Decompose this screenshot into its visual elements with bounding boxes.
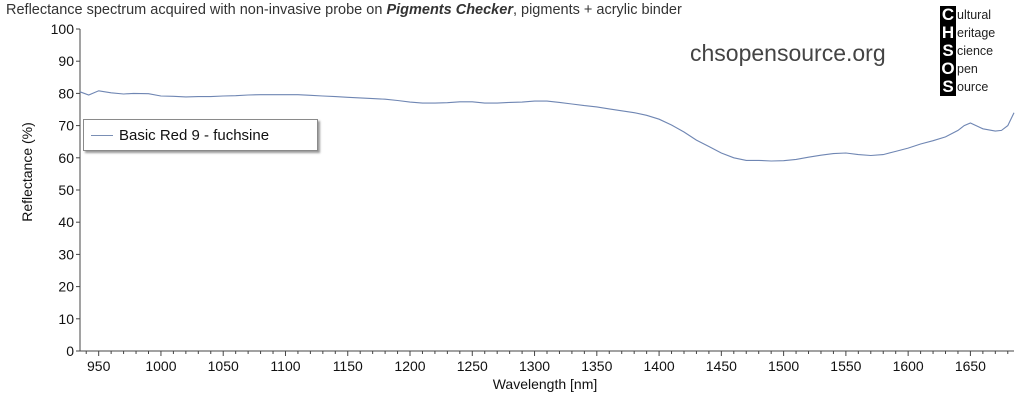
x-tick-label: 1000 bbox=[145, 358, 176, 374]
y-axis-label: Reflectance (%) bbox=[19, 122, 35, 222]
y-tick-label: 80 bbox=[58, 85, 74, 101]
x-axis-label: Wavelength [nm] bbox=[493, 376, 598, 392]
x-tick-label: 1600 bbox=[893, 358, 924, 374]
y-tick-label: 90 bbox=[58, 53, 74, 69]
y-tick-label: 0 bbox=[66, 343, 74, 359]
y-axis-ticks: 0 10 20 30 40 50 60 70 80 90 100 bbox=[51, 21, 80, 359]
y-tick-label: 50 bbox=[58, 182, 74, 198]
x-tick-label: 1500 bbox=[768, 358, 799, 374]
x-tick-label: 1350 bbox=[581, 358, 612, 374]
logo-letter: C bbox=[940, 5, 956, 24]
x-tick-label: 1150 bbox=[333, 358, 363, 374]
watermark-text: chsopensource.org bbox=[690, 40, 886, 66]
x-tick-label: 1250 bbox=[457, 358, 488, 374]
x-tick-label: 1450 bbox=[706, 358, 737, 374]
logo-word: ource bbox=[957, 80, 989, 94]
x-tick-label: 1300 bbox=[519, 358, 550, 374]
logo-letter: S bbox=[940, 42, 956, 60]
chart-title-emphasis: Pigments Checker bbox=[386, 2, 513, 18]
logo-word: ultural bbox=[957, 8, 992, 22]
x-tick-label: 1400 bbox=[644, 358, 675, 374]
x-axis-ticks: 950 1000 1050 1100 1150 1200 1250 1300 1350 1400 1… bbox=[85, 351, 1009, 374]
logo-word: pen bbox=[957, 62, 978, 76]
logo-letter: O bbox=[940, 59, 956, 78]
series-line bbox=[79, 90, 1015, 162]
y-tick-label: 60 bbox=[58, 150, 74, 166]
y-tick-label: 100 bbox=[51, 21, 75, 37]
logo-letter: H bbox=[940, 23, 956, 42]
y-tick-label: 10 bbox=[58, 311, 74, 327]
y-tick-label: 40 bbox=[58, 214, 74, 230]
chart-legend: Basic Red 9 - fuchsine bbox=[83, 119, 318, 151]
chart-series bbox=[79, 90, 1015, 162]
x-tick-label: 1100 bbox=[270, 358, 300, 374]
x-tick-label: 1650 bbox=[955, 358, 986, 374]
y-tick-label: 70 bbox=[58, 118, 74, 134]
x-tick-label: 1200 bbox=[394, 358, 425, 374]
logo-word: cience bbox=[957, 44, 994, 58]
x-tick-label: 950 bbox=[87, 358, 111, 374]
logo-letter: S bbox=[940, 78, 956, 96]
chart-axes bbox=[79, 29, 1014, 352]
legend-label: Basic Red 9 - fuchsine bbox=[119, 126, 270, 144]
chart-title: Reflectance spectrum acquired with non-i… bbox=[6, 2, 682, 18]
y-tick-label: 20 bbox=[58, 279, 74, 295]
x-tick-label: 1550 bbox=[830, 358, 861, 374]
x-tick-label: 1050 bbox=[208, 358, 239, 374]
logo-word: eritage bbox=[957, 26, 996, 40]
y-tick-label: 30 bbox=[58, 246, 74, 262]
legend-swatch bbox=[91, 134, 113, 136]
